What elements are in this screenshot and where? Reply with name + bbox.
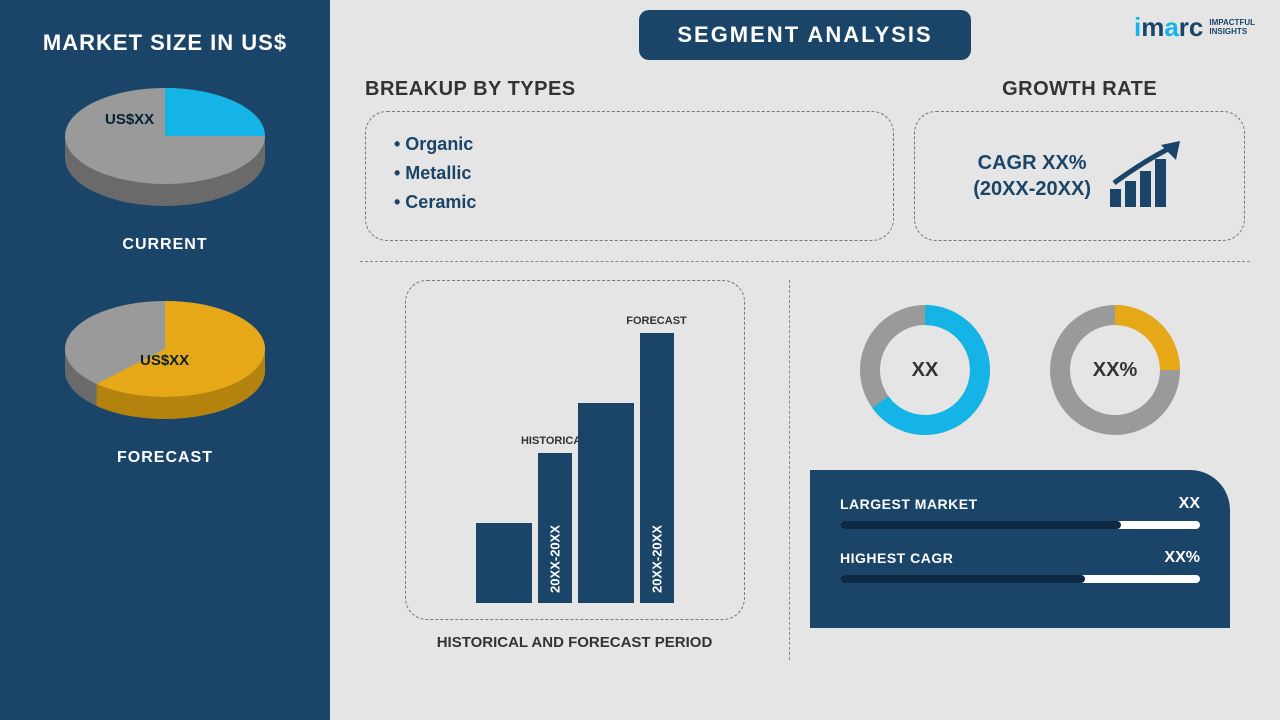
breakup-section: BREAKUP BY TYPES • Organic• Metallic• Ce… — [365, 78, 894, 241]
donut-column: XX XX% LARGEST MARKET XX HIGHEST CAGR XX% — [790, 280, 1250, 660]
pie-forecast: US$XX — [50, 294, 280, 424]
pie-forecast-value: US$XX — [140, 352, 189, 369]
cagr-text: CAGR XX% (20XX-20XX) — [973, 150, 1091, 202]
donut-left-value: XX — [912, 359, 939, 382]
historical-box: HISTORICAL20XX-20XXFORECAST20XX-20XX — [405, 280, 745, 620]
pie-current-value: US$XX — [105, 111, 154, 128]
breakup-item: • Metallic — [394, 159, 865, 188]
brand-logo: imarc IMPACTFUL INSIGHTS — [1134, 12, 1255, 43]
logo-tagline: IMPACTFUL INSIGHTS — [1209, 19, 1255, 37]
pie-current-caption: CURRENT — [122, 236, 207, 254]
donut-right-value: XX% — [1093, 359, 1137, 382]
lower-row: HISTORICAL20XX-20XXFORECAST20XX-20XX HIS… — [350, 280, 1260, 660]
stat-value: XX% — [1164, 549, 1200, 567]
bar-top-label: FORECAST — [626, 315, 687, 327]
growth-box: CAGR XX% (20XX-20XX) — [914, 111, 1245, 241]
bar-chart: HISTORICAL20XX-20XXFORECAST20XX-20XX — [436, 301, 714, 609]
donut-row: XX XX% — [860, 305, 1180, 435]
stat-label: HIGHEST CAGR — [840, 550, 953, 566]
upper-row: BREAKUP BY TYPES • Organic• Metallic• Ce… — [350, 78, 1260, 241]
pie-current: US$XX — [50, 81, 280, 211]
histogram-bar — [578, 403, 634, 603]
stat-row: LARGEST MARKET XX — [840, 495, 1200, 513]
header-row: SEGMENT ANALYSIS — [350, 10, 1260, 60]
left-panel: MARKET SIZE IN US$ US$XX CURRENT US$XX F… — [0, 0, 330, 720]
growth-title: GROWTH RATE — [914, 78, 1245, 101]
bar-period-label: 20XX-20XX — [547, 525, 562, 593]
historical-column: HISTORICAL20XX-20XXFORECAST20XX-20XX HIS… — [360, 280, 790, 660]
bar-period-label: 20XX-20XX — [649, 525, 664, 593]
pie-forecast-caption: FORECAST — [117, 449, 213, 467]
breakup-box: • Organic• Metallic• Ceramic — [365, 111, 894, 241]
market-size-title: MARKET SIZE IN US$ — [43, 30, 287, 56]
historical-caption: HISTORICAL AND FORECAST PERIOD — [437, 634, 713, 651]
histogram-bar: HISTORICAL20XX-20XX — [538, 453, 572, 603]
donut-left: XX — [860, 305, 990, 435]
stat-bar-fill — [840, 575, 1085, 583]
horizontal-divider — [360, 261, 1250, 262]
breakup-title: BREAKUP BY TYPES — [365, 78, 894, 101]
growth-chart-icon — [1106, 141, 1186, 211]
logo-text: imarc — [1134, 12, 1203, 43]
stat-bar — [840, 521, 1200, 529]
stat-label: LARGEST MARKET — [840, 496, 978, 512]
growth-section: GROWTH RATE CAGR XX% (20XX-20XX) — [914, 78, 1245, 241]
stats-panel: LARGEST MARKET XX HIGHEST CAGR XX% — [810, 470, 1230, 628]
stat-value: XX — [1179, 495, 1200, 513]
stat-row: HIGHEST CAGR XX% — [840, 549, 1200, 567]
stat-bar-fill — [840, 521, 1121, 529]
breakup-item: • Organic — [394, 130, 865, 159]
right-panel: imarc IMPACTFUL INSIGHTS SEGMENT ANALYSI… — [330, 0, 1280, 720]
histogram-bar — [476, 523, 532, 603]
stat-bar — [840, 575, 1200, 583]
donut-right: XX% — [1050, 305, 1180, 435]
header-badge: SEGMENT ANALYSIS — [639, 10, 970, 60]
breakup-item: • Ceramic — [394, 188, 865, 217]
histogram-bar: FORECAST20XX-20XX — [640, 333, 674, 603]
